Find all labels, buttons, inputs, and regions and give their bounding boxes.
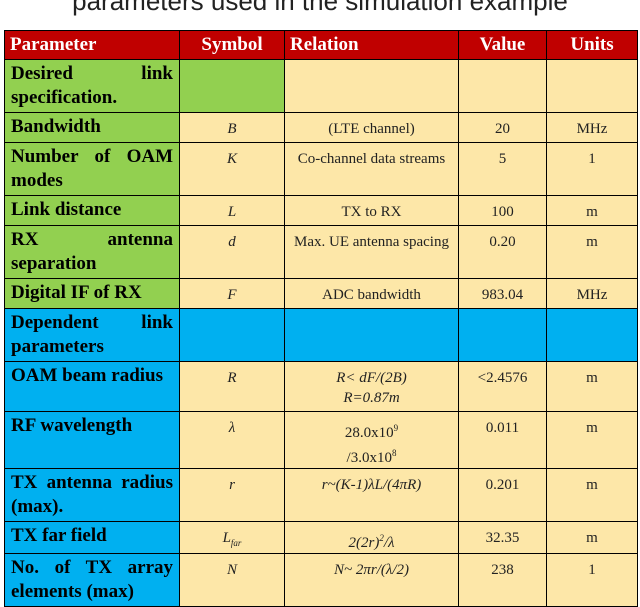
parameter-cell: RF wavelength <box>4 411 180 469</box>
symbol-cell: L <box>179 195 285 226</box>
relation-cell: 28.0x109 /3.0x108 <box>284 411 459 469</box>
section-cell <box>179 59 285 113</box>
header-value: Value <box>458 30 547 60</box>
relation-part: 2(2r) <box>348 535 380 551</box>
parameter-cell: Bandwidth <box>4 112 180 143</box>
value-cell: 20 <box>458 112 547 143</box>
symbol-cell: Lfar <box>179 521 285 554</box>
header-parameter: Parameter <box>4 30 180 60</box>
relation-cell: (LTE channel) <box>284 112 459 143</box>
header-relation: Relation <box>284 30 459 60</box>
header-units: Units <box>546 30 638 60</box>
relation-exponent: 9 <box>393 423 399 433</box>
table-row: OAM beam radius R R< dF/(2B) R=0.87m <2.… <box>4 361 638 412</box>
relation-cell: Max. UE antenna spacing <box>284 225 459 279</box>
symbol-cell: K <box>179 142 285 196</box>
table-row: TX far field Lfar 2(2r)2/λ 32.35 m <box>4 521 638 554</box>
units-cell: MHz <box>546 112 638 143</box>
section-row-desired: Desired link specification. <box>4 59 638 113</box>
parameter-cell: Number of OAM modes <box>4 142 180 196</box>
value-cell: 100 <box>458 195 547 226</box>
units-cell: m <box>546 411 638 469</box>
units-cell: m <box>546 195 638 226</box>
parameter-cell: TX antenna radius (max). <box>4 468 180 522</box>
symbol-cell: B <box>179 112 285 143</box>
relation-cell: r~(K-1)λL/(4πR) <box>284 468 459 522</box>
relation-cell: R< dF/(2B) R=0.87m <box>284 361 459 412</box>
symbol-cell: d <box>179 225 285 279</box>
parameters-table: Parameter Symbol Relation Value Units De… <box>4 30 638 607</box>
value-cell: <2.4576 <box>458 361 547 412</box>
units-cell: 1 <box>546 142 638 196</box>
parameter-cell: No. of TX array elements (max) <box>4 553 180 607</box>
value-cell: 238 <box>458 553 547 607</box>
units-cell: m <box>546 361 638 412</box>
value-cell: 0.20 <box>458 225 547 279</box>
value-cell: 32.35 <box>458 521 547 554</box>
table-row: RF wavelength λ 28.0x109 /3.0x108 0.011 … <box>4 411 638 469</box>
value-cell: 0.201 <box>458 468 547 522</box>
table-row: Link distance L TX to RX 100 m <box>4 195 638 226</box>
relation-cell: N~ 2πr/(λ/2) <box>284 553 459 607</box>
relation-cell: TX to RX <box>284 195 459 226</box>
parameter-cell: OAM beam radius <box>4 361 180 412</box>
units-cell: 1 <box>546 553 638 607</box>
symbol-cell: λ <box>179 411 285 469</box>
symbol-cell: N <box>179 553 285 607</box>
section-cell <box>546 59 638 113</box>
header-symbol: Symbol <box>179 30 285 60</box>
relation-cell: ADC bandwidth <box>284 278 459 309</box>
relation-line: R=0.87m <box>343 390 400 406</box>
section-cell <box>179 308 285 362</box>
table-row: RX antenna separation d Max. UE antenna … <box>4 225 638 279</box>
relation-part: 28.0x10 <box>344 425 394 441</box>
symbol-cell: F <box>179 278 285 309</box>
parameter-cell: RX antenna separation <box>4 225 180 279</box>
units-cell: MHz <box>546 278 638 309</box>
relation-exponent: 8 <box>391 448 397 458</box>
section-cell <box>458 59 547 113</box>
relation-cell: Co-channel data streams <box>284 142 459 196</box>
table-row: Number of OAM modes K Co-channel data st… <box>4 142 638 196</box>
header-row: Parameter Symbol Relation Value Units <box>4 30 638 60</box>
symbol-subscript: far <box>230 538 242 548</box>
value-cell: 983.04 <box>458 278 547 309</box>
symbol-base: L <box>222 530 231 546</box>
table-row: TX antenna radius (max). r r~(K-1)λL/(4π… <box>4 468 638 522</box>
relation-cell: 2(2r)2/λ <box>284 521 459 554</box>
parameter-cell: Digital IF of RX <box>4 278 180 309</box>
value-cell: 5 <box>458 142 547 196</box>
section-row-dependent: Dependent link parameters <box>4 308 638 362</box>
table-caption: parameters used in the simulation exampl… <box>72 0 568 16</box>
section-label-desired: Desired link specification. <box>4 59 180 113</box>
units-cell: m <box>546 521 638 554</box>
section-label-dependent: Dependent link parameters <box>4 308 180 362</box>
symbol-cell: r <box>179 468 285 522</box>
relation-part: /3.0x10 <box>346 450 392 466</box>
units-cell: m <box>546 468 638 522</box>
section-cell <box>546 308 638 362</box>
relation-part: /λ <box>383 535 395 551</box>
value-cell: 0.011 <box>458 411 547 469</box>
units-cell: m <box>546 225 638 279</box>
symbol-cell: R <box>179 361 285 412</box>
table-row: No. of TX array elements (max) N N~ 2πr/… <box>4 553 638 607</box>
relation-line: R< dF/(2B) <box>336 370 407 386</box>
parameter-cell: Link distance <box>4 195 180 226</box>
relation-exponent: 2 <box>379 533 384 543</box>
section-cell <box>458 308 547 362</box>
section-cell <box>284 308 459 362</box>
table-row: Bandwidth B (LTE channel) 20 MHz <box>4 112 638 143</box>
table-row: Digital IF of RX F ADC bandwidth 983.04 … <box>4 278 638 309</box>
parameter-cell: TX far field <box>4 521 180 554</box>
section-cell <box>284 59 459 113</box>
